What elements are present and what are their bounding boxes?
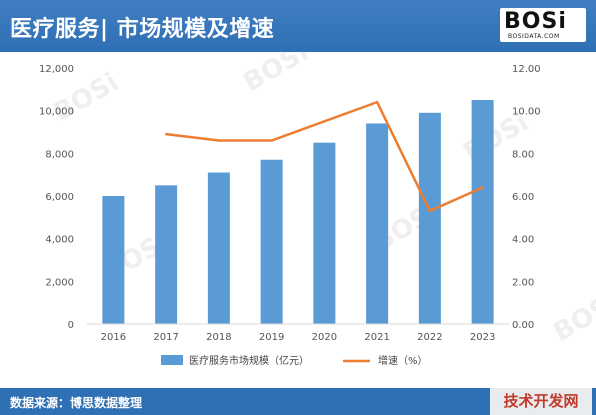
y-left-tick-label: 12,000 xyxy=(39,64,74,75)
bar xyxy=(102,196,125,324)
legend-line-label: 增速（%） xyxy=(378,354,428,367)
x-tick-label: 2018 xyxy=(206,332,231,343)
bar xyxy=(418,112,441,324)
y-left-tick-label: 0 xyxy=(68,320,74,331)
y-left-tick-label: 4,000 xyxy=(45,235,74,246)
x-tick-label: 2022 xyxy=(417,332,442,343)
growth-point xyxy=(481,186,484,189)
bosi-logo: BOSi BOSIDATA.COM xyxy=(500,8,586,42)
y-right-tick-label: 8.00 xyxy=(512,149,534,160)
data-source: 数据来源：博思数据整理 xyxy=(10,396,143,410)
logo-text: BOSi xyxy=(504,9,567,34)
chart-header: 医疗服务| 市场规模及增速 BOSi BOSIDATA.COM xyxy=(0,0,596,52)
growth-line xyxy=(165,100,484,213)
bar xyxy=(207,172,230,324)
y-right-tick-label: 2.00 xyxy=(512,277,534,288)
chart-footer: 数据来源：博思数据整理 技术开发网 xyxy=(0,388,596,415)
y-right-tick-label: 12.00 xyxy=(512,64,541,75)
y-left-tick-label: 8,000 xyxy=(45,149,74,160)
y-right-tick-label: 0.00 xyxy=(512,320,534,331)
watermark-text: BOSi xyxy=(49,67,124,128)
growth-point xyxy=(428,209,432,213)
x-tick-label: 2023 xyxy=(470,332,495,343)
corner-watermark: 技术开发网 xyxy=(490,388,592,415)
growth-point xyxy=(164,132,168,136)
bar xyxy=(471,100,494,324)
bar xyxy=(155,185,178,324)
logo-subtext: BOSIDATA.COM xyxy=(508,33,560,40)
bar xyxy=(260,159,283,324)
bar xyxy=(313,142,336,324)
y-left-tick-label: 2,000 xyxy=(45,277,74,288)
chart-title: 医疗服务| 市场规模及增速 xyxy=(10,17,275,42)
y-left-tick-label: 10,000 xyxy=(39,107,74,118)
growth-point xyxy=(375,100,379,104)
x-tick-label: 2017 xyxy=(153,332,178,343)
y-left-tick-label: 6,000 xyxy=(45,192,74,203)
y-right-tick-label: 4.00 xyxy=(512,235,534,246)
y-right-tick-label: 6.00 xyxy=(512,192,534,203)
legend-bar-swatch xyxy=(161,355,183,365)
y-right-tick-label: 10.00 xyxy=(512,107,541,118)
x-tick-label: 2021 xyxy=(364,332,389,343)
watermark-text: BOSi xyxy=(239,52,314,98)
x-tick-label: 2019 xyxy=(259,332,284,343)
x-tick-label: 2016 xyxy=(101,332,126,343)
bar xyxy=(366,123,389,324)
growth-point xyxy=(270,139,273,142)
growth-point xyxy=(217,139,221,142)
legend-bar-label: 医疗服务市场规模（亿元） xyxy=(189,354,309,367)
x-tick-label: 2020 xyxy=(312,332,337,343)
watermark-text: BOSi xyxy=(549,287,596,348)
